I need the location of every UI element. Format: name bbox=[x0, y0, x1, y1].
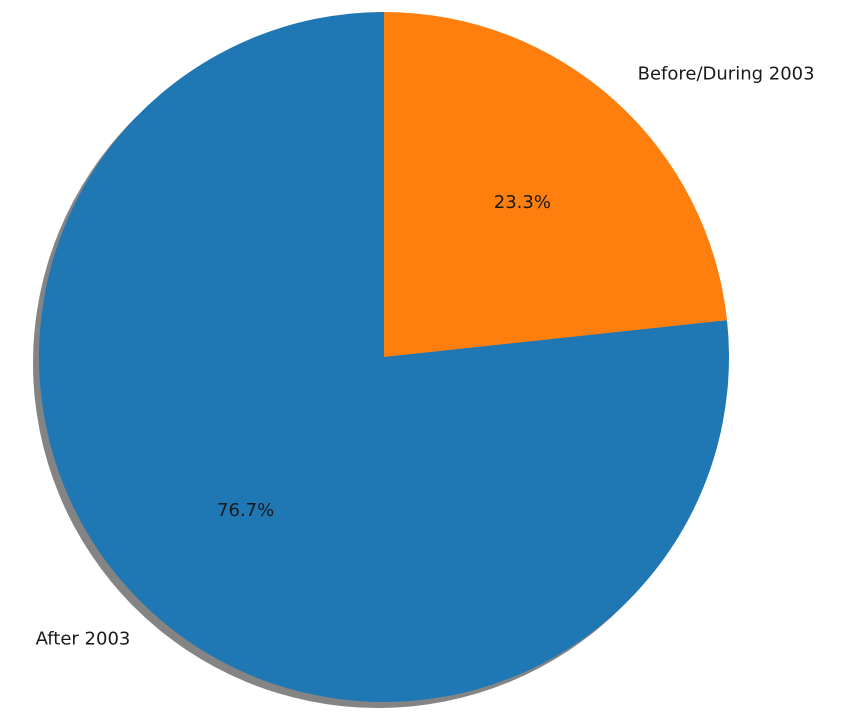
pie-percent-label-before-during-2003: 23.3% bbox=[494, 192, 551, 213]
pie-slice-layer bbox=[39, 12, 730, 702]
pie-text-layer: 23.3% Before/During 2003 76.7% After 2003 bbox=[36, 64, 815, 650]
pie-category-label-after-2003: After 2003 bbox=[36, 628, 131, 649]
pie-category-label-before-during-2003: Before/During 2003 bbox=[638, 64, 815, 85]
pie-slice-before-during-2003 bbox=[384, 12, 728, 357]
pie-slice-after-2003 bbox=[39, 12, 730, 702]
pie-percent-label-after-2003: 76.7% bbox=[217, 500, 274, 521]
